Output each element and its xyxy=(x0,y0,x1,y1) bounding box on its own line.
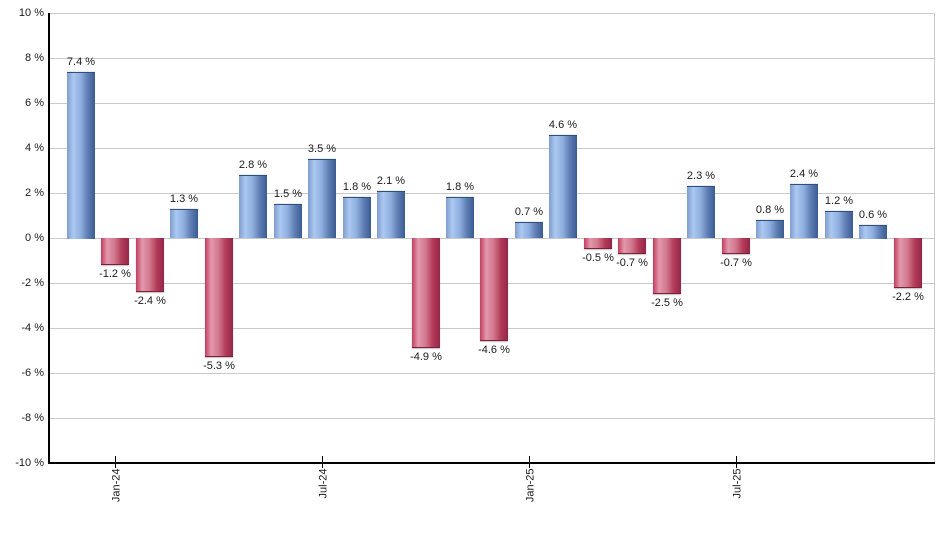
y-axis-tick-label: 2 % xyxy=(25,187,44,199)
y-axis-tick-label: 10 % xyxy=(18,7,44,19)
bar-positive[interactable] xyxy=(170,209,198,238)
bar-value-label: -2.4 % xyxy=(134,295,166,307)
bar-negative[interactable] xyxy=(480,238,508,341)
bar-negative[interactable] xyxy=(101,238,129,265)
bar-negative[interactable] xyxy=(205,238,233,357)
x-axis-tick xyxy=(322,456,323,468)
y-axis-tick-label: 4 % xyxy=(25,142,44,154)
bar-positive[interactable] xyxy=(859,225,887,239)
gridline xyxy=(48,193,934,194)
gridline xyxy=(48,58,934,59)
bar-value-label: -0.5 % xyxy=(582,252,614,264)
gridline xyxy=(48,418,934,419)
gridline xyxy=(48,13,934,14)
bar-positive[interactable] xyxy=(825,211,853,238)
y-axis-tick-label: -2 % xyxy=(21,277,44,289)
x-axis-tick-label: Jan-25 xyxy=(524,468,537,503)
bar-positive[interactable] xyxy=(308,159,336,238)
bar-value-label: -2.5 % xyxy=(651,297,683,309)
bar-value-label: -1.2 % xyxy=(99,268,131,280)
y-axis-tick-label: -4 % xyxy=(21,322,44,334)
bar-positive[interactable] xyxy=(687,186,715,238)
x-axis-tick xyxy=(736,456,737,468)
bar-value-label: 2.3 % xyxy=(686,170,716,182)
bar-positive[interactable] xyxy=(239,175,267,238)
bar-value-label: -0.7 % xyxy=(720,257,752,269)
gridline xyxy=(48,103,934,104)
bar-negative[interactable] xyxy=(136,238,164,292)
bar-positive[interactable] xyxy=(377,191,405,238)
bar-value-label: 0.7 % xyxy=(514,206,544,218)
bar-positive[interactable] xyxy=(549,135,577,238)
bar-value-label: 2.8 % xyxy=(238,159,268,171)
bar-negative[interactable] xyxy=(412,238,440,348)
bar-positive[interactable] xyxy=(343,197,371,238)
bar-value-label: 4.6 % xyxy=(548,119,578,131)
bar-value-label: 2.4 % xyxy=(789,168,819,180)
y-axis-tick-label: 8 % xyxy=(25,52,44,64)
bar-negative[interactable] xyxy=(618,238,646,254)
bar-value-label: 1.3 % xyxy=(169,193,199,205)
bar-positive[interactable] xyxy=(67,72,95,239)
y-axis-tick-label: -10 % xyxy=(15,457,44,469)
y-axis-tick-label: 6 % xyxy=(25,97,44,109)
bar-positive[interactable] xyxy=(790,184,818,238)
y-axis-tick-label: 0 % xyxy=(25,232,44,244)
bar-negative[interactable] xyxy=(894,238,922,288)
y-axis-tick-label: -8 % xyxy=(21,412,44,424)
gridline xyxy=(48,373,934,374)
bar-positive[interactable] xyxy=(274,204,302,238)
x-axis-line xyxy=(48,462,935,464)
bar-value-label: 1.8 % xyxy=(342,181,372,193)
gridline xyxy=(48,148,934,149)
y-axis-tick-label: -6 % xyxy=(21,367,44,379)
bar-value-label: 2.1 % xyxy=(376,175,406,187)
x-axis-tick xyxy=(529,456,530,468)
bar-negative[interactable] xyxy=(584,238,612,249)
x-axis-tick-label: Jan-24 xyxy=(110,468,123,503)
bar-value-label: 3.5 % xyxy=(307,143,337,155)
bar-positive[interactable] xyxy=(756,220,784,238)
x-axis-tick xyxy=(115,456,116,468)
bar-value-label: -5.3 % xyxy=(203,360,235,372)
bar-value-label: -2.2 % xyxy=(892,291,924,303)
bar-negative[interactable] xyxy=(722,238,750,254)
bar-value-label: 1.8 % xyxy=(445,181,475,193)
bar-value-label: 0.6 % xyxy=(858,209,888,221)
x-axis-tick-label: Jul-25 xyxy=(731,468,744,499)
y-axis-line xyxy=(48,13,50,464)
bar-positive[interactable] xyxy=(446,197,474,238)
bar-negative[interactable] xyxy=(653,238,681,294)
bar-value-label: -0.7 % xyxy=(616,257,648,269)
bar-value-label: -4.6 % xyxy=(478,344,510,356)
bar-value-label: 7.4 % xyxy=(66,56,96,68)
bar-value-label: 0.8 % xyxy=(755,204,785,216)
bar-value-label: 1.2 % xyxy=(824,195,854,207)
bar-value-label: -4.9 % xyxy=(410,351,442,363)
plot-right-border xyxy=(934,13,935,463)
x-axis-tick-label: Jul-24 xyxy=(317,468,330,499)
bar-value-label: 1.5 % xyxy=(273,188,303,200)
bar-positive[interactable] xyxy=(515,222,543,238)
